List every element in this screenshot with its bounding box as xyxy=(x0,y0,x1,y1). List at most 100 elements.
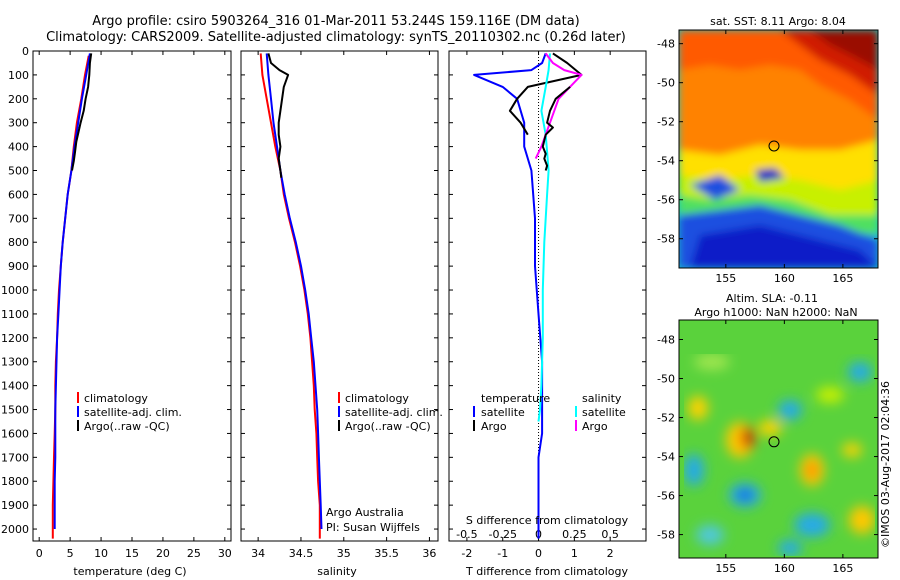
depth-tick-label: 1600 xyxy=(1,427,29,440)
sst-map-panel: sat. SST: 8.11 Argo: 8.04 155 160 165 -48 -5… xyxy=(657,15,879,285)
sst-map-title: sat. SST: 8.11 Argo: 8.04 xyxy=(710,15,846,28)
x-tick-label: 5 xyxy=(67,547,74,560)
x-tick-label: 34.5 xyxy=(289,547,314,560)
depth-tick-label: 1000 xyxy=(1,284,29,297)
depth-tick-label: 1500 xyxy=(1,404,29,417)
series-temperature-argo xyxy=(508,52,583,136)
sst-field xyxy=(679,30,878,268)
pi-label: PI: Susan Wijffels xyxy=(326,521,420,534)
lat-tick-label: -54 xyxy=(657,451,675,464)
legend-s-satellite-label: satellite xyxy=(582,406,626,419)
depth-tick-label: 900 xyxy=(8,260,29,273)
series-climatology xyxy=(259,53,321,539)
sla-map-subtitle: Argo h1000: NaN h2000: NaN xyxy=(694,306,857,319)
depth-tick-label: 300 xyxy=(8,117,29,130)
depth-tick-label: 100 xyxy=(8,69,29,82)
lat-tick-label: -50 xyxy=(657,373,675,386)
salinity-panel: 34 34.5 35 35.5 36 salinity climatology sate… xyxy=(240,50,443,578)
x-tick-label: 10 xyxy=(94,547,108,560)
salinity-series xyxy=(259,53,323,539)
argo-location-marker xyxy=(768,140,780,152)
depth-tick-label: 1700 xyxy=(1,451,29,464)
institution-label: Argo Australia xyxy=(326,506,404,519)
salinity-axis-ticks: 34 34.5 35 35.5 36 xyxy=(251,51,436,560)
temperature-axis-ticks: 0 5 10 15 20 25 30 xyxy=(36,51,232,560)
series-argo-raw-qc xyxy=(71,53,93,171)
depth-tick-label: 200 xyxy=(8,93,29,106)
x-tick-label: 35.5 xyxy=(374,547,399,560)
x-tick-label: 2 xyxy=(607,547,614,560)
x-tick-label: -2 xyxy=(461,547,472,560)
depth-tick-label: 500 xyxy=(8,165,29,178)
temperature-plot-frame xyxy=(32,50,232,542)
series-salinity-argo-raw xyxy=(541,86,571,171)
legend-satellite-adj-label: satellite-adj. clim. xyxy=(84,406,182,419)
figure-title-line2: Climatology: CARS2009. Satellite-adjuste… xyxy=(46,30,626,45)
series-climatology xyxy=(51,55,90,539)
depth-tick-label: 1800 xyxy=(1,475,29,488)
depth-tick-label: 1200 xyxy=(1,332,29,345)
lat-tick-label: -52 xyxy=(657,412,675,425)
lon-tick-label: 155 xyxy=(715,562,736,575)
salinity-axis-label: salinity xyxy=(317,565,357,578)
lon-tick-label: 160 xyxy=(774,272,795,285)
depth-tick-label: 700 xyxy=(8,212,29,225)
lon-tick-label: 160 xyxy=(774,562,795,575)
figure-title-line1: Argo profile: csiro 5903264_316 01-Mar-2… xyxy=(92,14,580,29)
depth-tick-label: 1400 xyxy=(1,380,29,393)
depth-tick-label: 400 xyxy=(8,141,29,154)
depth-tick-label: 800 xyxy=(8,236,29,249)
legend-climatology-label: climatology xyxy=(345,392,409,405)
temperature-legend: climatology satellite-adj. clim. Argo(..… xyxy=(77,392,182,433)
lat-tick-label: -50 xyxy=(657,77,675,90)
lat-tick-label: -56 xyxy=(657,490,675,503)
lat-tick-label: -48 xyxy=(657,334,675,347)
x-tick-label: 20 xyxy=(156,547,170,560)
lat-tick-label: -52 xyxy=(657,116,675,129)
x-tick-label: 35 xyxy=(337,547,351,560)
depth-axis-ticks: 0 100 200 300 400 500 600 700 800 900 1000 1100 1200… xyxy=(1,45,231,536)
series-temperature-satellite xyxy=(473,53,547,539)
legend-argo-raw-label: Argo(..raw -QC) xyxy=(345,420,431,433)
lon-tick-label: 155 xyxy=(715,272,736,285)
depth-tick-label: 1900 xyxy=(1,499,29,512)
x-tick-label: 0 xyxy=(36,547,43,560)
lon-tick-label: 165 xyxy=(832,562,853,575)
s-tick-label: 0.25 xyxy=(562,528,587,541)
lat-tick-label: -58 xyxy=(657,233,675,246)
s-tick-label: -0.5 xyxy=(456,528,477,541)
series-argo-raw-qc xyxy=(267,53,290,178)
depth-tick-label: 1100 xyxy=(1,308,29,321)
sla-map-title: Altim. SLA: -0.11 xyxy=(726,292,818,305)
depth-tick-label: 0 xyxy=(22,45,29,58)
sst-map-axis-ticks: 155 160 165 -48 -50 -52 -54 -56 -58 xyxy=(657,30,878,285)
x-tick-label: 34 xyxy=(251,547,265,560)
lat-tick-label: -58 xyxy=(657,529,675,542)
x-tick-label: -1 xyxy=(497,547,508,560)
salinity-depth-ticks xyxy=(241,50,438,530)
x-tick-label: 36 xyxy=(422,547,436,560)
depth-tick-label: 600 xyxy=(8,188,29,201)
lat-tick-label: -48 xyxy=(657,38,675,51)
series-salinity-satellite xyxy=(537,53,551,422)
temperature-series xyxy=(51,53,93,539)
sla-map-axis-ticks: 155 160 165 -48 -50 -52 -54 -56 -58 xyxy=(657,320,878,575)
legend-satellite-adj-label: satellite-adj. clim. xyxy=(345,406,443,419)
difference-panel: -2 -1 0 1 2 -0.5 -0.25 0 0.25 0.5 T difference f… xyxy=(448,50,647,578)
s-difference-axis-ticks: -0.5-0.2500.250.5 xyxy=(456,528,619,541)
legend-temperature-header: temperature xyxy=(481,392,550,405)
difference-series xyxy=(473,52,583,539)
sst-map-frame xyxy=(678,29,879,269)
series-satellite-adj-clim xyxy=(53,53,91,529)
lon-tick-label: 165 xyxy=(832,272,853,285)
legend-salinity-header: salinity xyxy=(582,392,622,405)
argo-location-marker xyxy=(768,436,780,448)
difference-plot-frame xyxy=(448,50,647,542)
x-tick-label: 15 xyxy=(125,547,139,560)
series-satellite-adj-clim xyxy=(265,53,323,530)
x-tick-label: 30 xyxy=(218,547,232,560)
t-difference-axis-label: T difference from climatology xyxy=(465,565,628,578)
sla-map-panel: Altim. SLA: -0.11 Argo h1000: NaN h2000:… xyxy=(657,292,879,575)
sla-map-frame xyxy=(678,319,879,559)
